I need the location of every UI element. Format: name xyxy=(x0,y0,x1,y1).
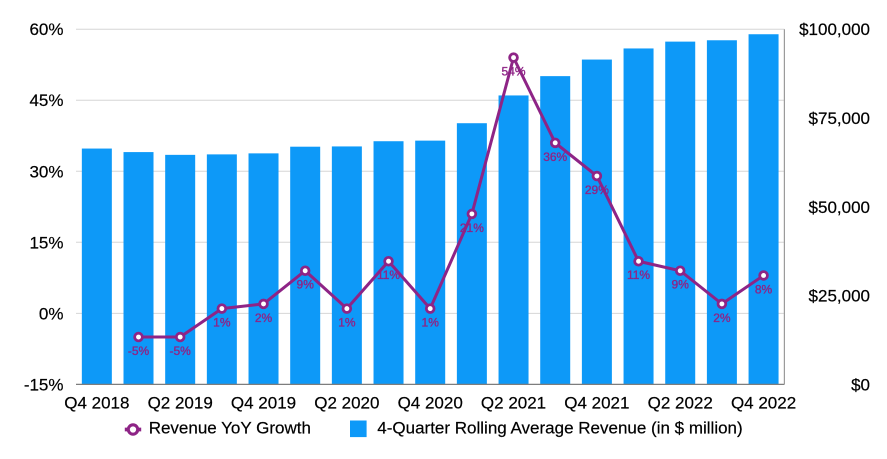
svg-text:11%: 11% xyxy=(627,268,650,282)
svg-text:-5%: -5% xyxy=(170,344,192,358)
svg-text:$100,000: $100,000 xyxy=(799,20,870,39)
svg-text:Revenue YoY Growth: Revenue YoY Growth xyxy=(149,419,311,438)
svg-text:9%: 9% xyxy=(672,278,690,292)
svg-text:$50,000: $50,000 xyxy=(809,198,870,217)
svg-text:Q4 2022: Q4 2022 xyxy=(731,393,796,412)
svg-text:54%: 54% xyxy=(502,65,526,79)
svg-text:2%: 2% xyxy=(713,311,731,325)
svg-text:Q2 2021: Q2 2021 xyxy=(481,393,546,412)
svg-text:30%: 30% xyxy=(29,162,63,181)
svg-text:11%: 11% xyxy=(377,268,400,282)
svg-text:Q4 2021: Q4 2021 xyxy=(564,393,629,412)
svg-text:Q2 2022: Q2 2022 xyxy=(648,393,713,412)
svg-text:4-Quarter Rolling Average Reve: 4-Quarter Rolling Average Revenue (in $ … xyxy=(377,419,742,438)
svg-text:1%: 1% xyxy=(213,316,231,330)
svg-text:9%: 9% xyxy=(297,278,315,292)
svg-text:Q2 2020: Q2 2020 xyxy=(314,393,379,412)
svg-text:15%: 15% xyxy=(29,233,63,252)
svg-text:1%: 1% xyxy=(338,316,356,330)
svg-text:60%: 60% xyxy=(29,20,63,39)
svg-text:Q4 2020: Q4 2020 xyxy=(398,393,463,412)
svg-text:1%: 1% xyxy=(422,316,440,330)
svg-text:29%: 29% xyxy=(585,183,609,197)
svg-text:36%: 36% xyxy=(543,150,567,164)
svg-text:8%: 8% xyxy=(755,282,773,296)
svg-text:21%: 21% xyxy=(460,221,484,235)
svg-text:-15%: -15% xyxy=(24,375,64,394)
svg-text:$75,000: $75,000 xyxy=(809,109,870,128)
svg-text:Q4 2019: Q4 2019 xyxy=(231,393,296,412)
svg-text:Q4 2018: Q4 2018 xyxy=(64,393,129,412)
svg-text:45%: 45% xyxy=(29,91,63,110)
svg-text:$25,000: $25,000 xyxy=(809,287,870,306)
svg-text:-5%: -5% xyxy=(128,344,150,358)
svg-text:0%: 0% xyxy=(39,304,64,323)
svg-text:2%: 2% xyxy=(255,311,273,325)
svg-text:Q2 2019: Q2 2019 xyxy=(148,393,213,412)
svg-text:$0: $0 xyxy=(851,375,870,394)
